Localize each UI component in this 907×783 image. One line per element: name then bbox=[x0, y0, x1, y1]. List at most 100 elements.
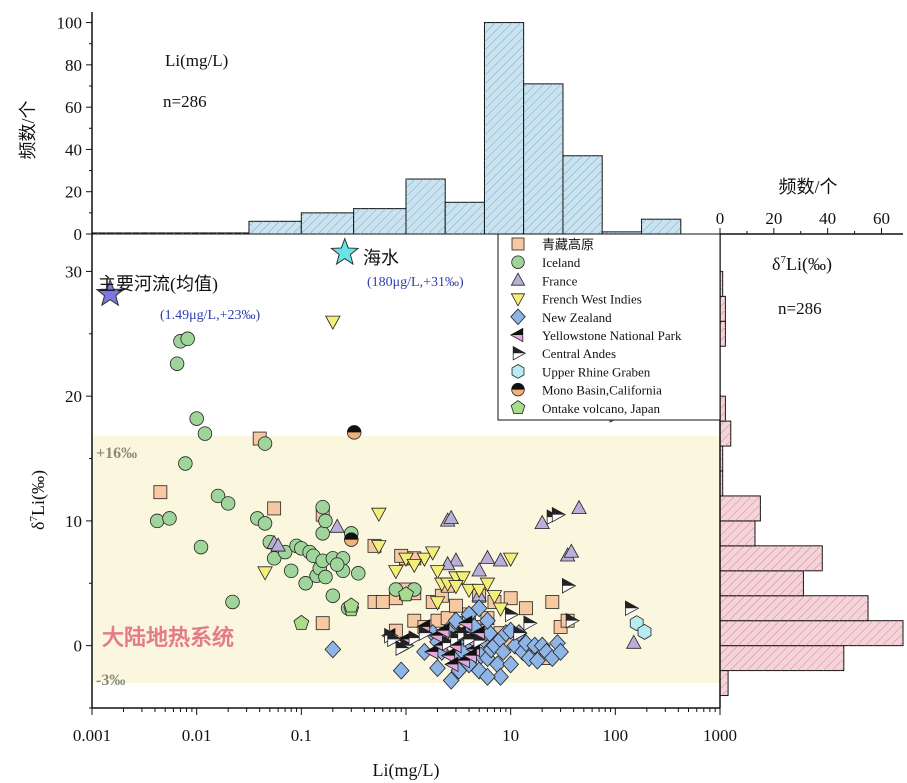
top-bar-hatch-3 bbox=[248, 221, 302, 234]
right-xtick-label-2: 40 bbox=[819, 209, 836, 228]
point-2-2 bbox=[329, 518, 346, 533]
right-bar-hatch-8 bbox=[720, 471, 723, 496]
point-5-6 bbox=[440, 647, 456, 664]
right-bar-hatch-11 bbox=[720, 396, 726, 422]
point-1-0 bbox=[150, 513, 165, 529]
point-6-18 bbox=[395, 640, 410, 656]
right-xtick-label-3: 60 bbox=[873, 209, 890, 228]
point-4-39 bbox=[447, 611, 465, 630]
point-1-11 bbox=[225, 594, 240, 610]
point-2-1 bbox=[270, 537, 286, 552]
point-7-1 bbox=[637, 623, 652, 640]
point-1-10 bbox=[220, 496, 236, 511]
point-1-36 bbox=[351, 566, 366, 581]
point-1-8 bbox=[197, 426, 213, 441]
legend-label-9: Ontake volcano, Japan bbox=[542, 401, 661, 416]
point-2-6 bbox=[471, 562, 487, 577]
right-bar-hatch-5 bbox=[720, 545, 823, 571]
point-1-7 bbox=[193, 539, 209, 555]
main-xtick-label-5: 100 bbox=[603, 726, 629, 745]
main-xtick-label-6: 1000 bbox=[703, 726, 737, 745]
right-hist-xlabel: 频数/个 bbox=[778, 177, 837, 197]
point-8-1 bbox=[346, 425, 362, 440]
point-0-2 bbox=[267, 501, 282, 516]
reference-star-0 bbox=[95, 278, 125, 307]
point-0-0 bbox=[153, 485, 168, 500]
point-3-13 bbox=[461, 583, 477, 599]
point-3-19 bbox=[429, 596, 446, 611]
top-bar-hatch-8 bbox=[484, 22, 524, 235]
point-6-10 bbox=[513, 625, 528, 641]
right-bar-hatch-3 bbox=[720, 595, 869, 621]
point-0-28 bbox=[519, 601, 533, 616]
legend-marker-9 bbox=[510, 400, 526, 415]
point-3-14 bbox=[471, 583, 487, 599]
point-1-18 bbox=[283, 563, 299, 579]
point-3-7 bbox=[424, 546, 441, 561]
point-1-40 bbox=[329, 557, 345, 572]
top-histogram: 0 20 40 60 80 100 bbox=[57, 12, 682, 244]
point-8-0 bbox=[344, 532, 359, 547]
point-3-15 bbox=[479, 577, 496, 592]
scatter-points bbox=[150, 315, 652, 690]
point-4-15 bbox=[470, 661, 488, 680]
point-3-3 bbox=[370, 540, 387, 555]
reference-markers: 主要河流(均值) (1.49μg/L,+23‰) 海水 (180μg/L,+31‰) bbox=[95, 237, 464, 323]
point-6-8 bbox=[473, 632, 488, 649]
point-6-19 bbox=[418, 625, 434, 641]
point-1-28 bbox=[315, 499, 330, 515]
top-bar-hatch-6 bbox=[406, 179, 446, 234]
legend-marker-8 bbox=[511, 382, 525, 397]
point-4-4 bbox=[429, 659, 446, 678]
legend: 青藏高原 Iceland France French West Indies New Z… bbox=[497, 233, 721, 421]
legend-marker-4 bbox=[510, 308, 526, 326]
point-5-3 bbox=[424, 644, 439, 660]
point-1-16 bbox=[266, 551, 282, 566]
point-6-16 bbox=[625, 600, 640, 617]
legend-label-4: New Zealand bbox=[542, 310, 612, 325]
point-3-17 bbox=[492, 602, 509, 617]
point-3-0 bbox=[257, 566, 273, 581]
right-xtick-label-1: 20 bbox=[765, 209, 782, 228]
point-4-41 bbox=[470, 599, 488, 618]
main-xtick-label-1: 0.01 bbox=[182, 726, 212, 745]
point-6-1 bbox=[387, 631, 402, 648]
point-1-21 bbox=[298, 576, 313, 591]
point-4-24 bbox=[494, 642, 512, 661]
point-1-1 bbox=[162, 511, 177, 526]
main-xlabel: Li(mg/L) bbox=[373, 760, 440, 781]
main-xtick-label-3: 1 bbox=[402, 726, 411, 745]
top-ytick-label-1: 20 bbox=[65, 183, 82, 202]
point-4-26 bbox=[502, 655, 520, 674]
point-3-2 bbox=[370, 507, 387, 523]
top-ytick-label-4: 80 bbox=[65, 56, 82, 75]
legend-marker-6 bbox=[512, 345, 527, 361]
point-1-31 bbox=[325, 588, 341, 603]
point-9-3 bbox=[398, 586, 414, 602]
point-0-18 bbox=[449, 598, 463, 613]
right-bar-hatch-12 bbox=[720, 321, 726, 347]
reference-name-1: 海水 bbox=[363, 248, 399, 268]
right-bar-hatch-7 bbox=[720, 495, 761, 521]
point-2-12 bbox=[571, 499, 587, 515]
point-9-2 bbox=[343, 597, 360, 613]
right-bar-hatch-4 bbox=[720, 570, 804, 596]
point-2-13 bbox=[625, 634, 642, 649]
main-xtick-label-2: 0.1 bbox=[291, 726, 312, 745]
point-1-13 bbox=[257, 436, 273, 451]
point-1-27 bbox=[315, 526, 330, 541]
point-5-16 bbox=[462, 647, 477, 664]
band-label-bottom: -3‰ bbox=[96, 672, 125, 689]
point-2-9 bbox=[534, 514, 551, 529]
point-1-9 bbox=[210, 488, 226, 504]
point-1-4 bbox=[180, 331, 195, 347]
point-2-8 bbox=[492, 552, 509, 567]
main-ylabel: δ7Li(‰) bbox=[28, 470, 49, 530]
legend-label-5: Yellowstone National Park bbox=[542, 328, 682, 343]
top-ytick-label-0: 0 bbox=[74, 225, 83, 244]
top-bar-hatch-4 bbox=[301, 212, 354, 234]
legend-marker-5 bbox=[509, 327, 524, 343]
point-4-7 bbox=[442, 671, 460, 690]
point-1-5 bbox=[178, 456, 193, 471]
